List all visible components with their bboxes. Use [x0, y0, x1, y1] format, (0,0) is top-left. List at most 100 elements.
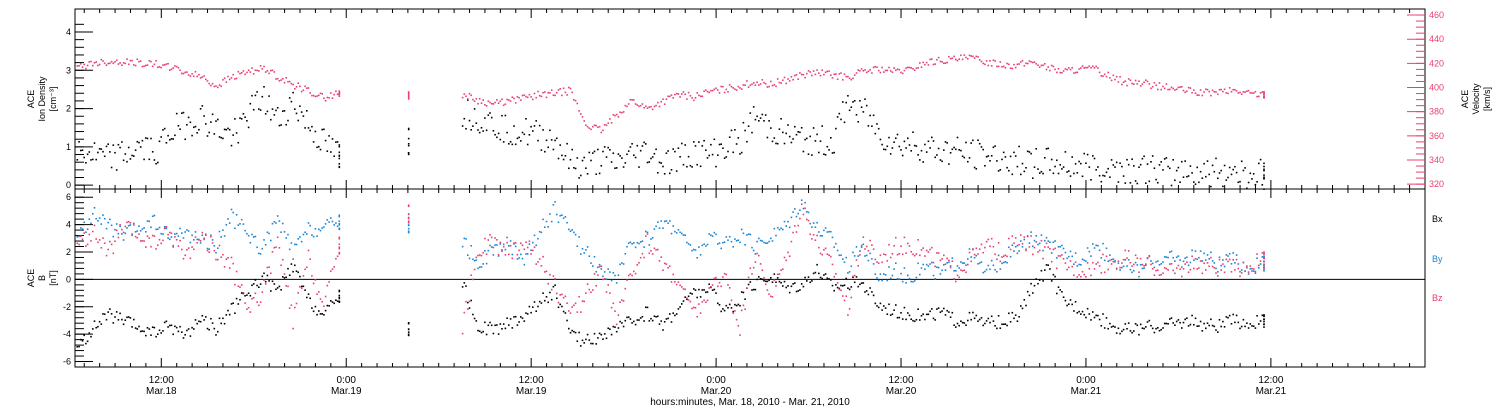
- by-point: [254, 235, 257, 238]
- velocity-point: [931, 58, 933, 60]
- bx-point: [314, 305, 317, 308]
- density-point: [723, 157, 726, 159]
- density-point: [600, 165, 603, 167]
- bx-point: [1163, 322, 1166, 325]
- density-point: [465, 128, 467, 130]
- bz-point: [927, 251, 930, 253]
- bz-point: [1217, 275, 1219, 277]
- velocity-point: [752, 82, 755, 84]
- bz-point: [1016, 244, 1019, 247]
- bx-point: [1254, 327, 1257, 329]
- density-point: [1234, 165, 1236, 168]
- bx-point: [1064, 299, 1067, 302]
- bx-point: [112, 322, 115, 324]
- bz-point: [299, 286, 301, 288]
- bz-point: [725, 273, 728, 276]
- bx-point: [557, 306, 560, 309]
- b-y-tick-label: -6: [63, 357, 71, 367]
- density-point: [1076, 172, 1079, 174]
- velocity-point: [669, 95, 671, 98]
- bz-point: [220, 256, 222, 258]
- by-point: [1240, 269, 1243, 271]
- density-point: [592, 152, 594, 154]
- density-point: [1069, 175, 1072, 177]
- by-point: [170, 236, 173, 238]
- density-point: [80, 149, 82, 152]
- velocity-point: [657, 101, 659, 104]
- bz-point: [1052, 248, 1055, 251]
- by-point: [893, 268, 895, 270]
- density-point: [97, 151, 99, 154]
- velocity-point: [665, 98, 668, 100]
- bz-point: [174, 236, 176, 238]
- bx-point: [323, 314, 325, 316]
- bx-point: [929, 310, 931, 313]
- density-point: [470, 129, 472, 131]
- velocity-point: [578, 110, 580, 112]
- by-point: [806, 211, 808, 213]
- bz-point: [722, 276, 724, 278]
- density-point: [1103, 175, 1106, 177]
- density-point: [136, 140, 139, 143]
- density-point: [1169, 167, 1171, 170]
- by-point: [1150, 260, 1152, 262]
- by-point: [908, 277, 911, 280]
- velocity-point: [946, 61, 948, 64]
- velocity-point: [747, 86, 750, 88]
- density-point: [338, 157, 341, 160]
- density-point: [81, 149, 84, 151]
- by-point: [1059, 245, 1061, 248]
- by-point: [903, 267, 906, 269]
- by-point: [967, 258, 969, 260]
- by-point: [1100, 257, 1103, 259]
- velocity-point: [732, 87, 734, 89]
- by-point: [177, 235, 180, 237]
- bx-point: [487, 324, 490, 327]
- velocity-point: [1088, 65, 1091, 67]
- bx-point: [785, 286, 787, 289]
- velocity-point: [1009, 67, 1012, 69]
- by-point: [807, 211, 810, 214]
- bz-point: [1040, 239, 1043, 242]
- by-point: [881, 279, 883, 282]
- bx-point: [542, 292, 544, 294]
- by-point: [662, 227, 664, 229]
- by-point: [109, 218, 111, 221]
- density-point: [169, 139, 171, 141]
- density-point: [1258, 162, 1260, 165]
- velocity-point: [283, 81, 286, 84]
- velocity-point: [172, 67, 174, 69]
- density-point: [1263, 162, 1265, 165]
- bx-point: [699, 296, 702, 298]
- velocity-point: [542, 91, 544, 94]
- bx-point: [655, 316, 657, 318]
- by-point: [883, 273, 885, 275]
- bz-point: [1235, 258, 1238, 261]
- velocity-point: [157, 66, 159, 69]
- density-point: [124, 153, 127, 155]
- bz-point: [1193, 267, 1195, 270]
- by-point: [218, 230, 221, 233]
- by-point: [982, 271, 984, 274]
- velocity-point: [838, 73, 841, 75]
- bx-point: [768, 279, 770, 282]
- by-point: [1160, 263, 1162, 265]
- bx-point: [1182, 321, 1185, 324]
- bz-point: [1187, 271, 1190, 274]
- bz-point: [646, 233, 649, 235]
- density-point: [1213, 170, 1216, 173]
- by-point: [525, 253, 527, 255]
- by-point: [573, 231, 575, 234]
- velocity-point: [407, 91, 410, 93]
- by-point: [1205, 259, 1207, 261]
- bz-point: [203, 237, 205, 240]
- by-point: [107, 221, 109, 224]
- by-point: [330, 217, 332, 219]
- bz-point: [580, 311, 582, 313]
- velocity-point: [1199, 89, 1202, 91]
- density-point: [1198, 181, 1200, 184]
- by-point: [475, 259, 478, 261]
- bz-point: [900, 245, 902, 247]
- density-point: [907, 137, 909, 140]
- by-point: [705, 245, 707, 247]
